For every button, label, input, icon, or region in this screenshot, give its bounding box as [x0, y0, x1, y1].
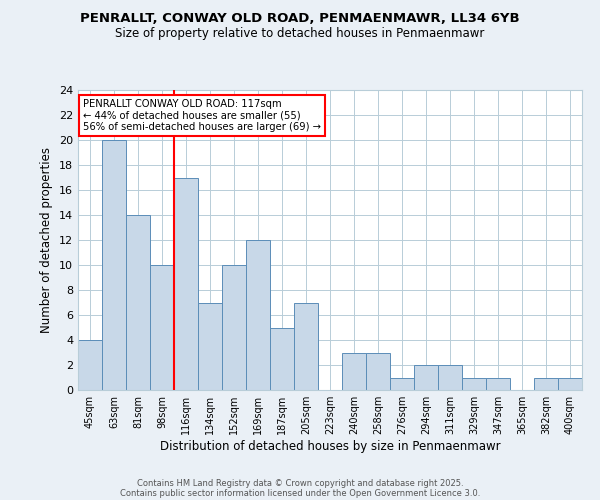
Bar	[102, 140, 126, 390]
Bar	[270, 328, 294, 390]
Bar	[174, 178, 198, 390]
Bar	[414, 365, 438, 390]
Text: Size of property relative to detached houses in Penmaenmawr: Size of property relative to detached ho…	[115, 28, 485, 40]
Text: Contains HM Land Registry data © Crown copyright and database right 2025.: Contains HM Land Registry data © Crown c…	[137, 478, 463, 488]
Bar	[150, 265, 174, 390]
Bar	[198, 302, 222, 390]
Y-axis label: Number of detached properties: Number of detached properties	[40, 147, 53, 333]
Bar	[222, 265, 246, 390]
Bar	[462, 378, 486, 390]
Bar	[294, 302, 318, 390]
X-axis label: Distribution of detached houses by size in Penmaenmawr: Distribution of detached houses by size …	[160, 440, 500, 453]
Bar	[438, 365, 462, 390]
Bar	[366, 352, 390, 390]
Bar	[534, 378, 558, 390]
Bar	[342, 352, 366, 390]
Bar	[390, 378, 414, 390]
Text: PENRALLT CONWAY OLD ROAD: 117sqm
← 44% of detached houses are smaller (55)
56% o: PENRALLT CONWAY OLD ROAD: 117sqm ← 44% o…	[83, 99, 321, 132]
Bar	[78, 340, 102, 390]
Bar	[126, 215, 150, 390]
Bar	[246, 240, 270, 390]
Bar	[486, 378, 510, 390]
Bar	[558, 378, 582, 390]
Text: Contains public sector information licensed under the Open Government Licence 3.: Contains public sector information licen…	[120, 488, 480, 498]
Text: PENRALLT, CONWAY OLD ROAD, PENMAENMAWR, LL34 6YB: PENRALLT, CONWAY OLD ROAD, PENMAENMAWR, …	[80, 12, 520, 26]
